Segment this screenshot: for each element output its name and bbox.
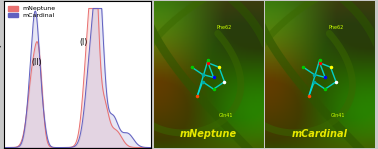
mNeptune [149, 147, 153, 148]
mNeptune [118, 134, 122, 135]
Text: Phe62: Phe62 [328, 25, 344, 30]
mCardinal [73, 145, 78, 147]
Text: mCardinal: mCardinal [292, 129, 348, 139]
mCardinal [2, 147, 6, 148]
mCardinal [149, 147, 153, 148]
Text: Phe62: Phe62 [217, 25, 232, 30]
mNeptune [144, 147, 149, 148]
mCardinal [118, 128, 122, 130]
Text: Gln41: Gln41 [219, 113, 234, 118]
mCardinal [69, 146, 74, 148]
mNeptune [69, 146, 74, 148]
mCardinal [144, 147, 149, 148]
mNeptune [145, 147, 149, 148]
Text: (II): (II) [31, 58, 42, 67]
mCardinal [91, 8, 95, 9]
Line: mCardinal: mCardinal [4, 8, 151, 148]
mNeptune [2, 147, 6, 148]
Text: Gln41: Gln41 [331, 113, 345, 118]
mNeptune [73, 143, 78, 145]
Text: (I): (I) [79, 38, 87, 47]
Legend: mNeptune, mCardinal: mNeptune, mCardinal [7, 5, 57, 20]
mNeptune [9, 147, 14, 148]
mCardinal [145, 147, 149, 148]
Line: mNeptune: mNeptune [4, 8, 151, 148]
Y-axis label: Transition Probability P₀: Transition Probability P₀ [0, 33, 2, 116]
Text: mNeptune: mNeptune [180, 129, 237, 139]
mCardinal [9, 147, 14, 148]
mNeptune [87, 8, 91, 9]
